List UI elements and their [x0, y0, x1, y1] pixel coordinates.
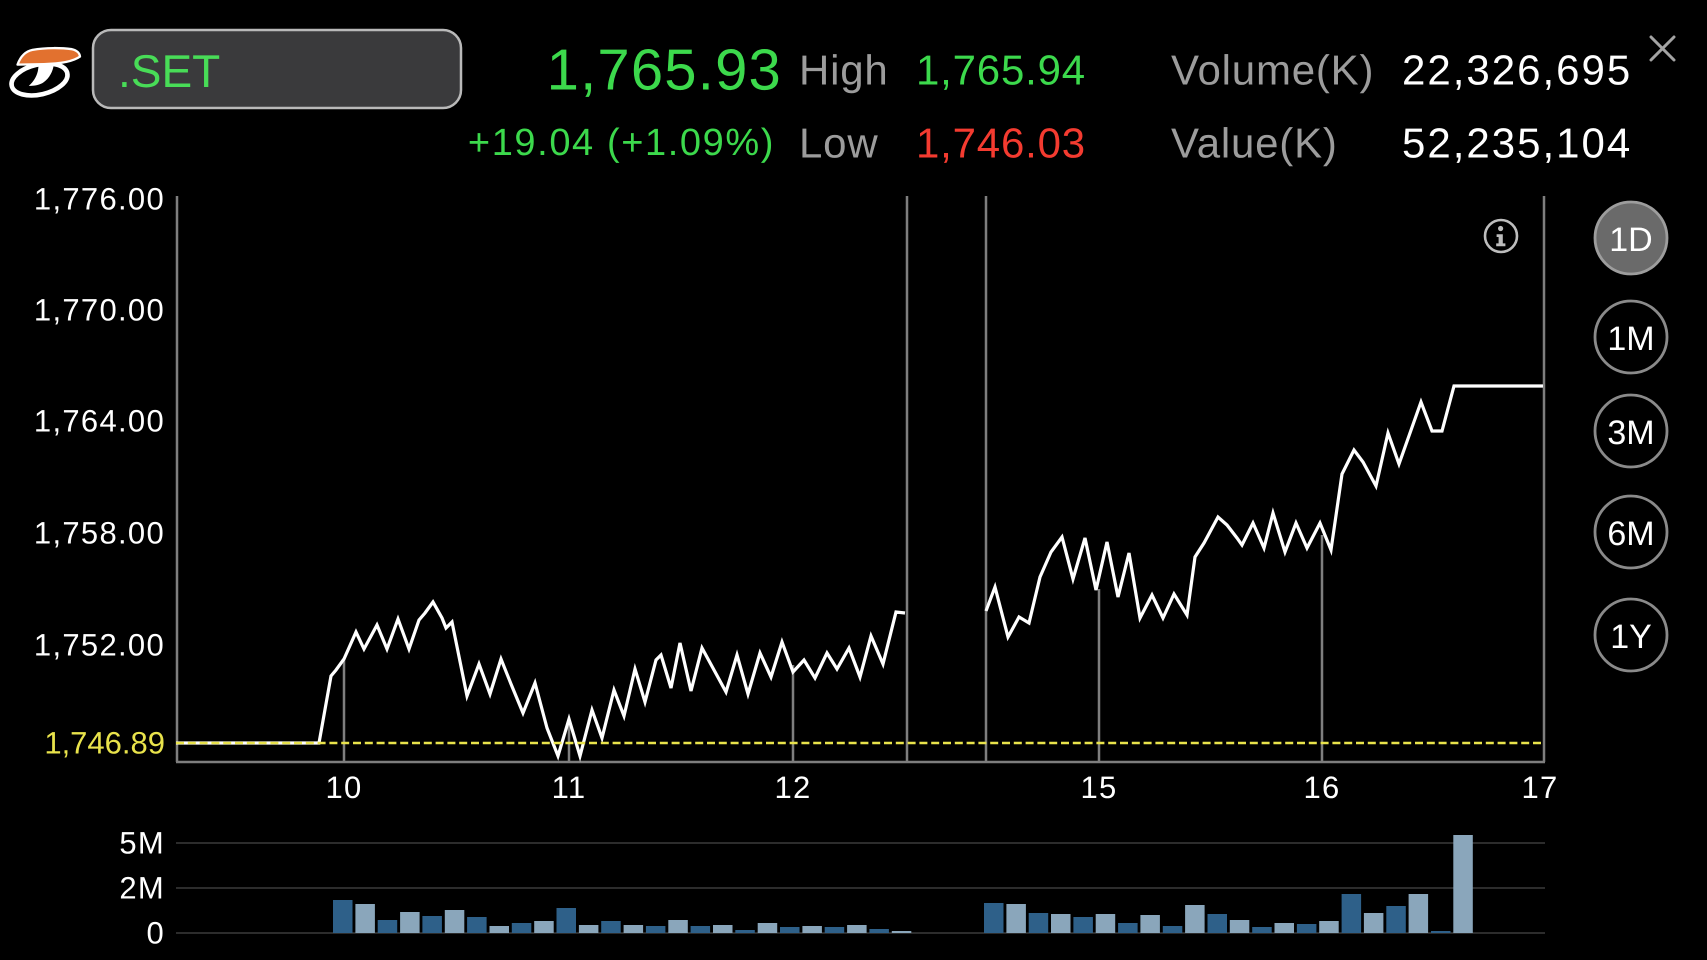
svg-text:High: High [799, 47, 889, 94]
svg-text:+19.04 (+1.09%): +19.04 (+1.09%) [468, 122, 775, 164]
svg-text:1,776.00: 1,776.00 [34, 182, 165, 217]
svg-text:Low: Low [799, 120, 878, 167]
svg-text:1Y: 1Y [1610, 618, 1652, 656]
svg-text:.SET: .SET [118, 45, 220, 97]
svg-text:5M: 5M [119, 826, 165, 861]
svg-text:16: 16 [1303, 770, 1340, 805]
svg-text:1,764.00: 1,764.00 [34, 404, 165, 439]
svg-text:10: 10 [325, 770, 362, 805]
svg-text:1,758.00: 1,758.00 [34, 516, 165, 551]
svg-text:Volume(K): Volume(K) [1171, 47, 1374, 94]
svg-text:1,746.03: 1,746.03 [916, 120, 1086, 167]
svg-text:1,765.94: 1,765.94 [916, 47, 1086, 94]
svg-text:22,326,695: 22,326,695 [1402, 47, 1632, 94]
svg-text:15: 15 [1080, 770, 1117, 805]
svg-text:1,752.00: 1,752.00 [34, 628, 165, 663]
svg-text:52,235,104: 52,235,104 [1402, 120, 1632, 167]
svg-text:0: 0 [146, 916, 165, 951]
svg-text:6M: 6M [1607, 515, 1654, 553]
svg-text:1,746.89: 1,746.89 [44, 726, 165, 761]
svg-text:Value(K): Value(K) [1171, 120, 1338, 167]
svg-text:2M: 2M [119, 871, 165, 906]
svg-text:3M: 3M [1607, 414, 1654, 452]
svg-text:11: 11 [552, 770, 587, 805]
svg-text:12: 12 [774, 770, 811, 805]
svg-text:1D: 1D [1609, 221, 1652, 259]
svg-text:17: 17 [1521, 770, 1558, 805]
svg-text:1,770.00: 1,770.00 [34, 293, 165, 328]
svg-text:1,765.93: 1,765.93 [547, 38, 782, 103]
svg-text:1M: 1M [1607, 320, 1654, 358]
